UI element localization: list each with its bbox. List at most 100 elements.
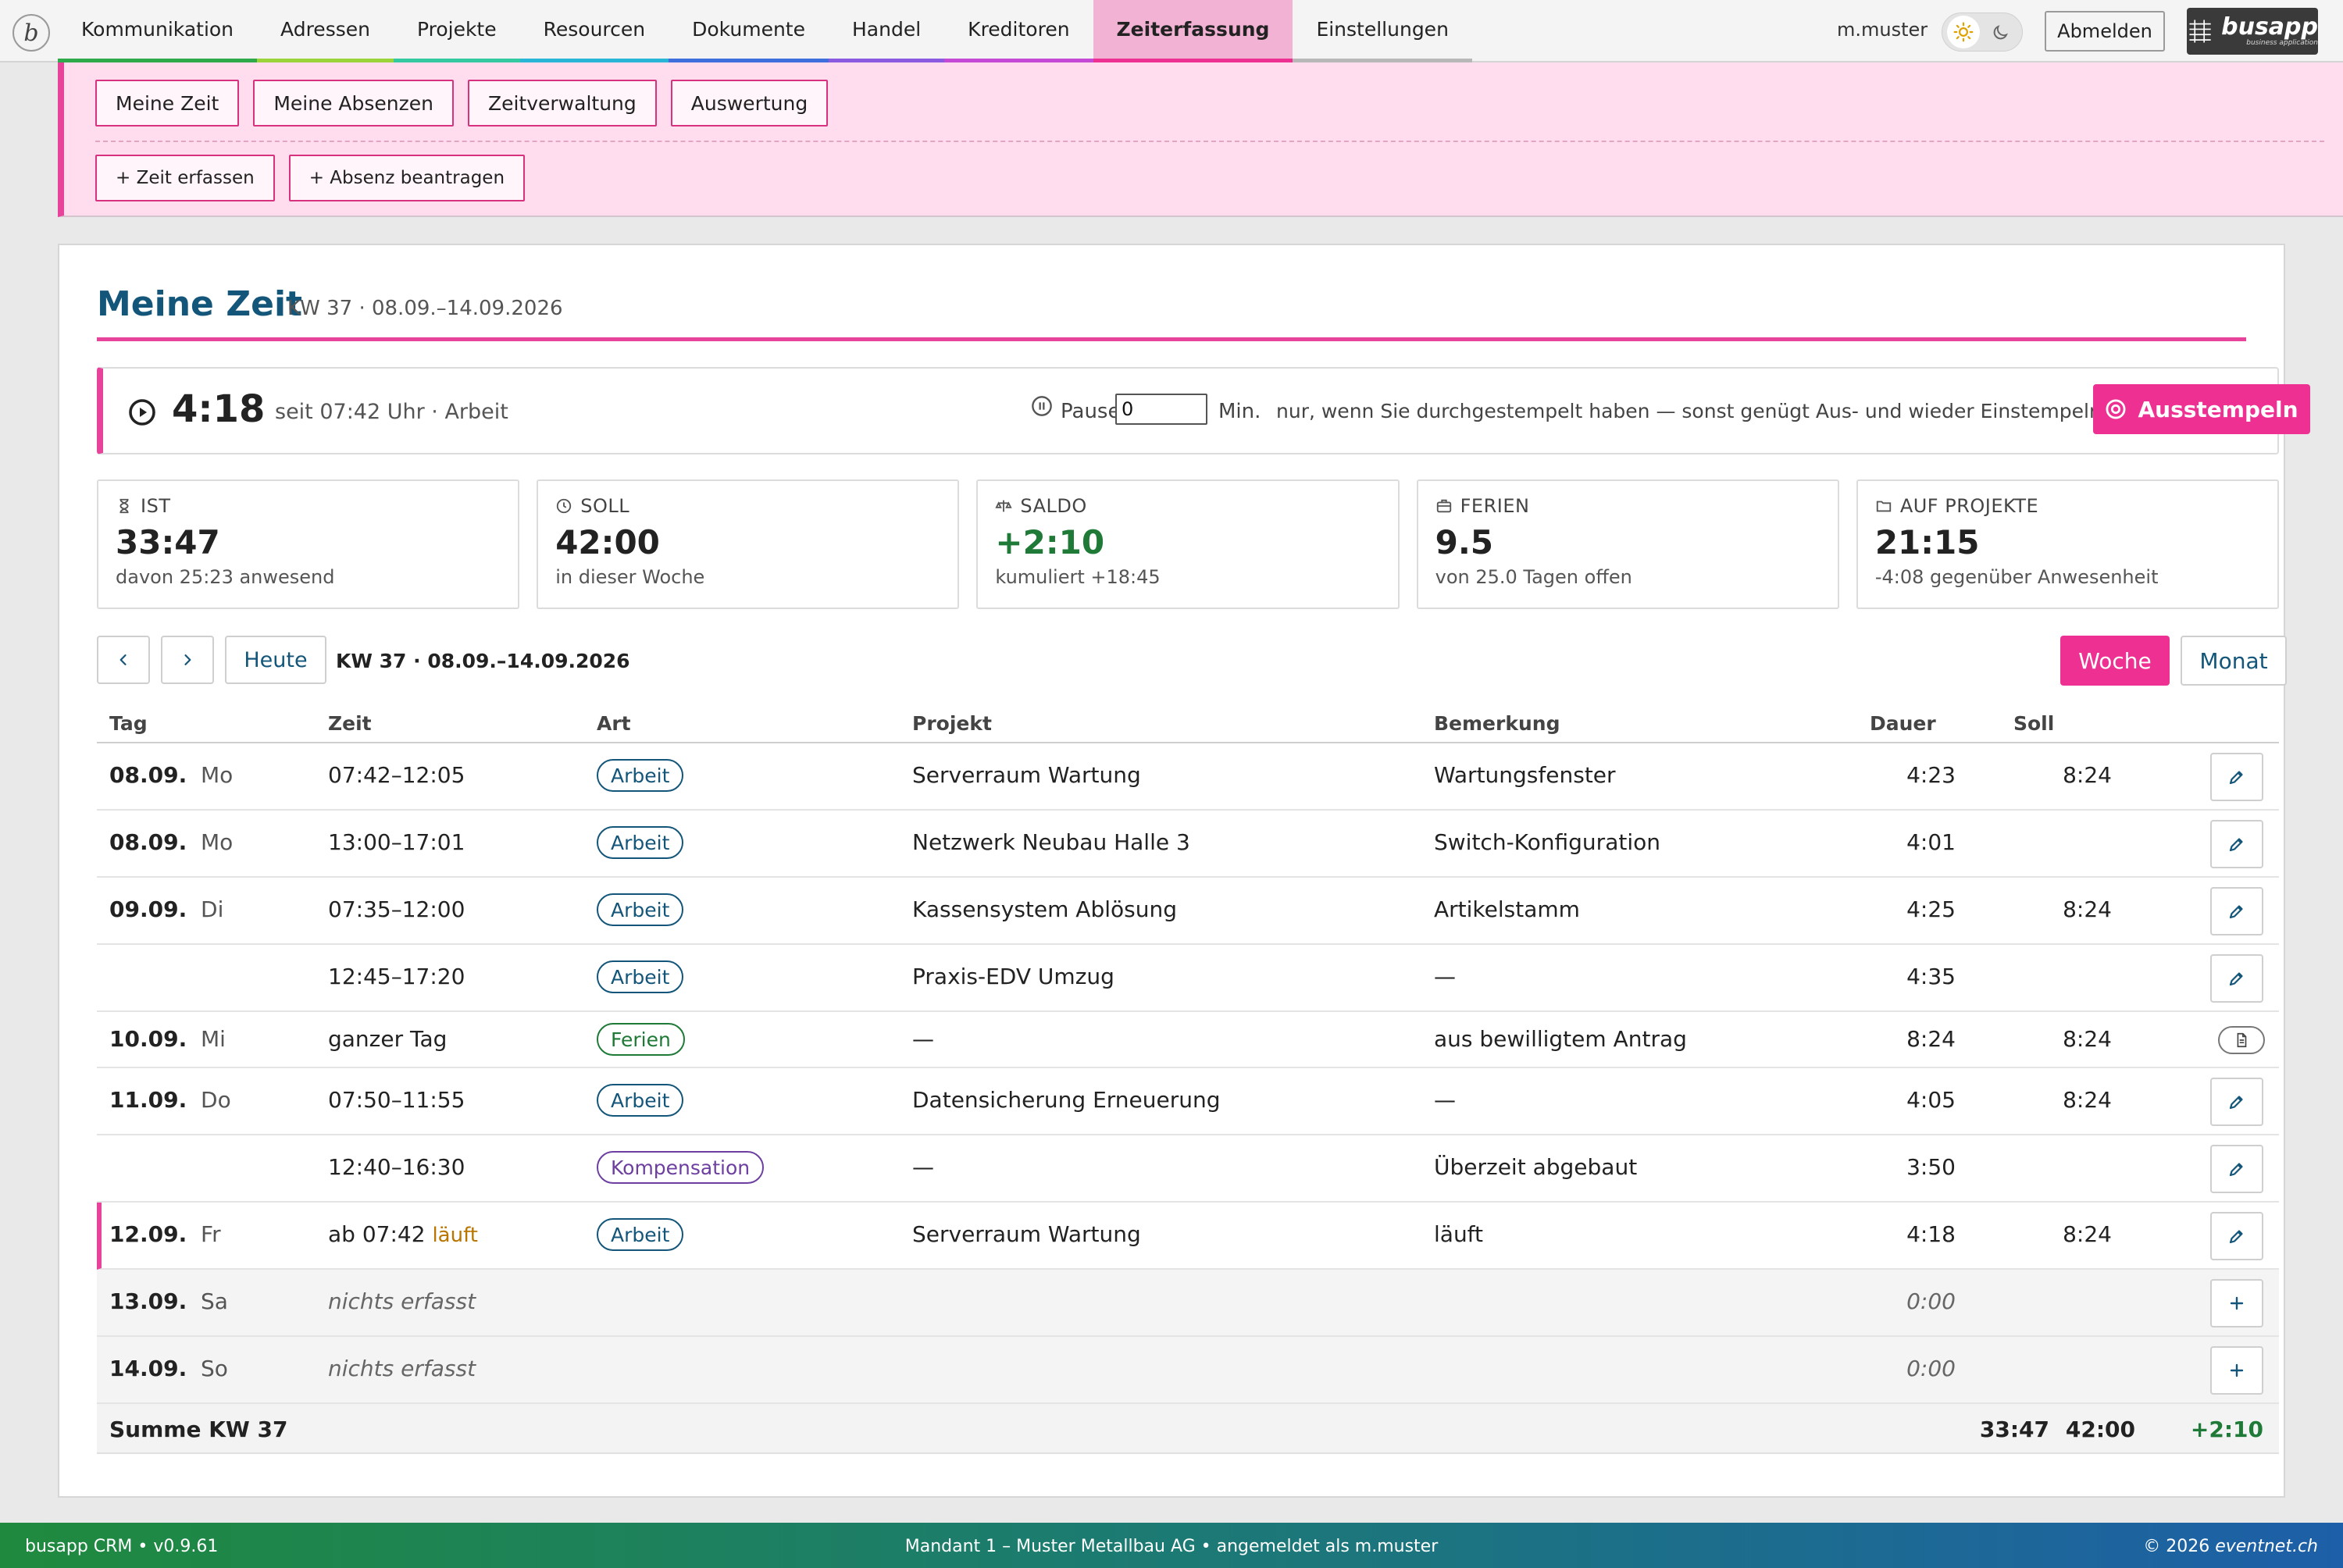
column-header-zeit: Zeit — [328, 712, 372, 735]
row-weekday: Mo — [201, 762, 234, 788]
row-time-text: nichts erfasst — [328, 1356, 476, 1381]
subnav-tab-auswertung[interactable]: Auswertung — [670, 80, 829, 127]
chevron-right-icon — [184, 654, 191, 665]
row-day: 09.09. Di — [109, 896, 223, 922]
next-week-button[interactable] — [161, 636, 214, 684]
row-project: Kassensystem Ablösung — [912, 896, 1177, 922]
edit-entry-button[interactable] — [2210, 1145, 2263, 1193]
row-time-text: 13:00–17:01 — [328, 829, 465, 855]
footer-brand-link[interactable]: eventnet.ch — [2215, 1537, 2318, 1556]
row-time-text: ab 07:42 — [328, 1221, 426, 1247]
today-button[interactable]: Heute — [225, 636, 326, 684]
row-remark: Artikelstamm — [1434, 896, 1580, 922]
edit-entry-button[interactable] — [2210, 954, 2263, 1003]
table-row: 12:40–16:30 Kompensation — Überzeit abgebau… — [97, 1135, 2279, 1203]
subnav-tab-meine-absenzen[interactable]: Meine Absenzen — [253, 80, 454, 127]
previous-week-button[interactable] — [97, 636, 150, 684]
subnav-tab-meine-zeit[interactable]: Meine Zeit — [95, 80, 240, 127]
column-header-art: Art — [597, 712, 631, 735]
row-date: 11.09. — [109, 1087, 187, 1113]
stat-sub: -4:08 gegenüber Anwesenheit — [1874, 566, 2159, 588]
footer-version: busapp CRM • v0.9.61 — [25, 1537, 219, 1556]
row-target: 8:24 — [2063, 1087, 2112, 1113]
week-navigation: Heute KW 37 · 08.09.–14.09.2026 Woche Mo… — [97, 636, 2287, 686]
table-row: 08.09. Mo 13:00–17:01 Arbeit Netzwerk Neuba… — [97, 811, 2279, 878]
row-time: nichts erfasst — [328, 1288, 476, 1314]
copyright-text: © 2026 — [2143, 1537, 2216, 1556]
type-badge-arbeit: Arbeit — [597, 960, 684, 993]
sum-saldo: +2:10 — [2190, 1417, 2263, 1442]
nav-tab-handel[interactable]: Handel — [829, 0, 945, 62]
view-month-button[interactable]: Monat — [2181, 636, 2287, 686]
row-weekday: Mo — [201, 829, 234, 855]
brand-name: busapp — [2221, 13, 2318, 41]
row-time: 07:35–12:00 — [328, 896, 465, 922]
pencil-icon — [2229, 972, 2243, 986]
row-project: Datensicherung Erneuerung — [912, 1087, 1221, 1113]
row-weekday: Do — [201, 1087, 231, 1113]
add-entry-button[interactable] — [2210, 1346, 2263, 1395]
stop-circle-icon — [2106, 399, 2126, 419]
row-time: 07:50–11:55 — [328, 1087, 465, 1113]
stat-value: 21:15 — [1874, 523, 1980, 561]
edit-entry-button[interactable] — [2210, 820, 2263, 868]
busapp-logo: busapp business application — [2187, 8, 2318, 55]
nav-tab-kreditoren[interactable]: Kreditoren — [944, 0, 1093, 62]
pause-minutes-input[interactable] — [1115, 394, 1207, 425]
clock-out-button[interactable]: Ausstempeln — [2093, 384, 2310, 434]
theme-toggle[interactable] — [1942, 12, 2023, 52]
app-logo-icon[interactable]: b — [12, 14, 50, 52]
row-day: 14.09. So — [109, 1356, 228, 1381]
nav-tab-adressen[interactable]: Adressen — [257, 0, 394, 62]
add-entry-button[interactable] — [2210, 1279, 2263, 1327]
nav-tab-einstellungen[interactable]: Einstellungen — [1293, 0, 1472, 62]
table-row: 11.09. Do 07:50–11:55 Arbeit Datensicherung… — [97, 1068, 2279, 1135]
nav-tab-dokumente[interactable]: Dokumente — [669, 0, 829, 62]
view-request-button[interactable] — [2218, 1026, 2265, 1054]
document-icon — [2237, 1032, 2247, 1048]
row-date: 08.09. — [109, 829, 187, 855]
nav-tab-projekte[interactable]: Projekte — [393, 0, 520, 62]
row-day: 13.09. Sa — [109, 1288, 228, 1314]
row-target: 8:24 — [2063, 762, 2112, 788]
moon-icon[interactable] — [1985, 16, 2017, 48]
row-duration: 4:05 — [1906, 1087, 1956, 1113]
title-divider — [97, 337, 2246, 341]
row-date: 09.09. — [109, 896, 187, 922]
pause-hint: nur, wenn Sie durchgestempelt haben — so… — [1276, 400, 2102, 422]
main-card: Meine Zeit KW 37 · 08.09.–14.09.2026 4:1… — [58, 244, 2310, 1498]
brand-subtitle: business application — [2246, 39, 2318, 47]
timer-since: seit 07:42 Uhr · Arbeit — [275, 400, 508, 424]
edit-entry-button[interactable] — [2210, 1078, 2263, 1126]
view-week-button[interactable]: Woche — [2060, 636, 2170, 686]
subnav-tab-zeitverwaltung[interactable]: Zeitverwaltung — [467, 80, 657, 127]
edit-entry-button[interactable] — [2210, 1212, 2263, 1260]
row-weekday: So — [201, 1356, 228, 1381]
nav-tab-kommunikation[interactable]: Kommunikation — [58, 0, 258, 62]
action-zeit-erfassen-button[interactable]: + Zeit erfassen — [95, 155, 275, 201]
pencil-icon — [2229, 1230, 2243, 1244]
row-date: 13.09. — [109, 1288, 187, 1314]
footer-copyright: © 2026 eventnet.ch — [2143, 1537, 2318, 1556]
row-project: Netzwerk Neubau Halle 3 — [912, 829, 1190, 855]
stat-card-auf-projekte: AUF PROJEKTE 21:15 -4:08 gegenüber Anwesen… — [1856, 479, 2280, 609]
edit-entry-button[interactable] — [2210, 887, 2263, 935]
row-duration: 4:18 — [1906, 1221, 1956, 1247]
edit-entry-button[interactable] — [2210, 753, 2263, 801]
time-entries-table: Tag Zeit Art Projekt Bemerkung Dauer Soll 08.0… — [97, 709, 2279, 1454]
row-weekday: Mi — [201, 1026, 226, 1052]
nav-tab-resourcen[interactable]: Resourcen — [519, 0, 669, 62]
table-sum-row: Summe KW 37 33:47 42:00 +2:10 — [97, 1404, 2279, 1454]
username: m.muster — [1837, 19, 1928, 41]
main-nav: Kommunikation Adressen Projekte Resourcen Do… — [58, 0, 1472, 62]
logout-button[interactable]: Abmelden — [2045, 11, 2165, 52]
row-project: — — [912, 1154, 934, 1180]
action-absenz-beantragen-button[interactable]: + Absenz beantragen — [288, 155, 526, 201]
page-subtitle: KW 37 · 08.09.–14.09.2026 — [287, 297, 563, 320]
hourglass-icon — [119, 498, 129, 514]
row-duration: 4:23 — [1906, 762, 1956, 788]
row-project: Serverraum Wartung — [912, 1221, 1141, 1247]
nav-tab-zeiterfassung[interactable]: Zeiterfassung — [1093, 0, 1293, 62]
plus-icon — [2230, 1363, 2244, 1377]
sun-icon[interactable] — [1947, 16, 1980, 48]
